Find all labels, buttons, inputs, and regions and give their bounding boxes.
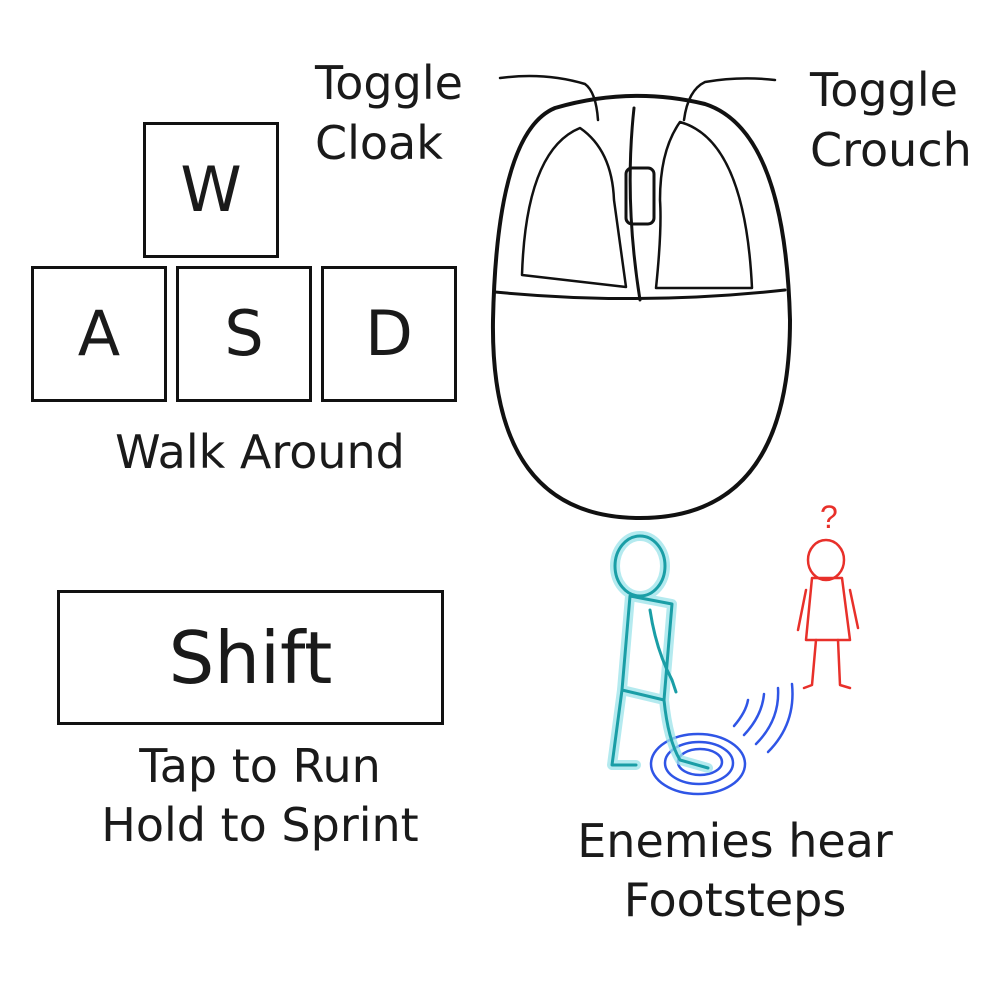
walk-caption: Walk Around	[30, 423, 490, 482]
footstep-sound-waves	[649, 682, 794, 796]
mouse-center-split	[628, 106, 642, 302]
mouse-icon	[490, 74, 792, 520]
key-a: A	[31, 266, 167, 402]
mouse-left-button-inner	[520, 126, 628, 289]
mouse-left-label: Toggle Cloak	[315, 54, 463, 174]
key-s: S	[176, 266, 312, 402]
enemy-figure	[796, 538, 860, 690]
mouse-right-label-line-1: Toggle	[810, 63, 958, 117]
footsteps-caption: Enemies hear Footsteps	[540, 812, 930, 930]
key-d: D	[321, 266, 457, 402]
left-callout-line	[498, 74, 600, 122]
enemy-question-mark: ?	[820, 499, 838, 535]
scroll-wheel	[624, 166, 656, 226]
shift-caption-line-1: Tap to Run	[139, 739, 381, 793]
key-shift: Shift	[57, 590, 444, 725]
right-callout-line	[682, 77, 777, 122]
mouse-right-label-line-2: Crouch	[810, 122, 972, 177]
footsteps-caption-line-1: Enemies hear	[577, 814, 893, 868]
walk-caption-text: Walk Around	[115, 425, 405, 479]
key-a-label: A	[77, 297, 121, 370]
key-s-label: S	[224, 297, 264, 370]
mouse-left-label-line-1: Toggle	[315, 56, 463, 110]
mouse-right-label: Toggle Crouch	[810, 61, 972, 181]
mouse-body	[490, 93, 792, 520]
key-shift-label: Shift	[168, 615, 333, 700]
player-figure	[607, 531, 713, 773]
shift-caption-line-2: Hold to Sprint	[101, 797, 419, 852]
mouse-left-label-line-2: Cloak	[315, 115, 443, 170]
shift-caption: Tap to Run Hold to Sprint	[30, 737, 490, 855]
key-w: W	[143, 122, 279, 258]
mouse-right-button-inner	[654, 120, 754, 290]
key-d-label: D	[365, 297, 413, 370]
key-w-label: W	[180, 153, 242, 226]
footsteps-caption-line-2: Footsteps	[623, 872, 847, 927]
